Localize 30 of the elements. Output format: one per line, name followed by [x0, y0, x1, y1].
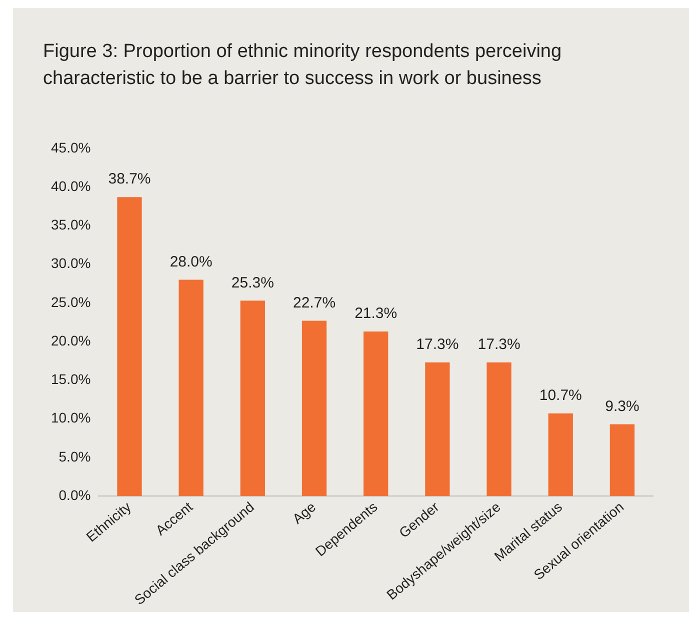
- bar: [548, 413, 573, 496]
- data-label: 25.3%: [231, 274, 274, 292]
- bar: [486, 362, 512, 496]
- y-tick-label: 20.0%: [50, 332, 91, 348]
- y-tick-label: 40.0%: [50, 178, 91, 194]
- data-label: 9.3%: [605, 398, 640, 415]
- data-label: 28.0%: [170, 253, 212, 270]
- y-tick-label: 0.0%: [58, 486, 91, 503]
- bar: [364, 332, 388, 496]
- bar: [240, 300, 265, 496]
- bar: [178, 280, 204, 496]
- data-label: 17.3%: [416, 336, 459, 354]
- data-label: 21.3%: [354, 305, 398, 322]
- y-tick-label: 30.0%: [50, 255, 91, 272]
- y-tick-label: 15.0%: [50, 371, 91, 388]
- x-tick-label: Age: [289, 498, 319, 527]
- y-tick-label: 10.0%: [50, 410, 91, 426]
- bar: [610, 424, 635, 496]
- y-tick-label: 45.0%: [50, 139, 91, 156]
- data-label: 17.3%: [478, 336, 520, 354]
- data-label: 22.7%: [292, 294, 336, 312]
- y-tick-label: 5.0%: [58, 448, 91, 464]
- bar: [117, 197, 142, 496]
- y-tick-label: 35.0%: [50, 216, 91, 233]
- bar: [302, 320, 327, 496]
- data-label: 38.7%: [108, 170, 151, 188]
- data-label: 10.7%: [539, 387, 582, 404]
- y-tick-label: 25.0%: [50, 294, 91, 310]
- bar: [425, 362, 450, 496]
- chart-title: Figure 3: Proportion of ethnic minority respondents perceiving characteristic to be a barrier to success in work or business: [43, 40, 563, 91]
